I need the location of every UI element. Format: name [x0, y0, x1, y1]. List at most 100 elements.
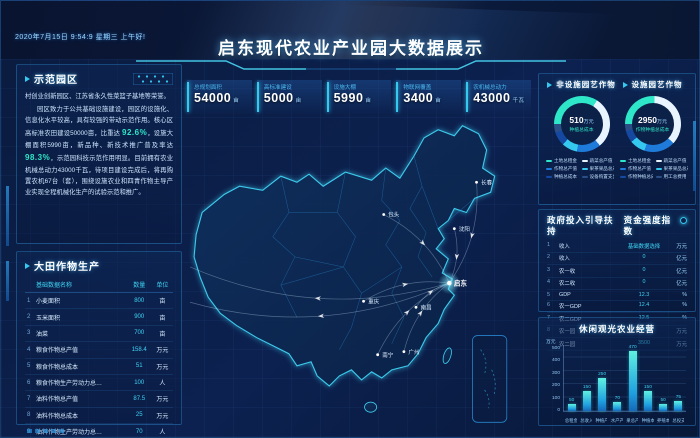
table-cell: 100	[126, 374, 152, 392]
table-cell: 万元	[151, 407, 173, 425]
government-title-line1: 政府投入引导扶持	[547, 215, 614, 237]
legend-swatch	[546, 167, 552, 171]
nonfacility-title: 非设施园艺作物	[556, 80, 616, 89]
panel-leisure: 休闲观光农业经营 万元 0 100 200 300 400 500 50 150 250 70 4…	[538, 317, 696, 426]
legend-item: 蔬菜总产值	[581, 158, 615, 164]
legend-swatch	[620, 175, 626, 179]
legend-item: 作物种植总成本	[620, 174, 653, 180]
legend-item: 果茶果品总产值	[655, 166, 689, 172]
bar-column: 75	[674, 345, 683, 411]
donut-titles-row: 非设施园艺作物 设施园艺作物	[546, 79, 688, 90]
bar-value-label: 150	[643, 385, 652, 391]
bar-value-label: 250	[598, 372, 607, 377]
legend-item: 作物总产值	[620, 166, 653, 172]
legend-swatch	[620, 159, 626, 163]
city-label: 南宁	[382, 351, 394, 359]
stat-card-1: 高标准建设 5000 亩	[256, 80, 322, 114]
panel-horticulture: 非设施园艺作物 设施园艺作物 510万元 种植总成本 2950万元	[538, 73, 696, 205]
facility-donut-chart: 2950万元 作物种植总成本	[624, 96, 681, 152]
stat-unit: 亩	[233, 98, 240, 104]
legend-swatch	[546, 175, 552, 179]
table-cell: 87.5	[126, 390, 152, 408]
table-cell: 158.4	[126, 341, 152, 359]
table-cell: 51	[126, 358, 152, 375]
demo-park-paragraph-2: 园区致力于公共基础设施建设，园区的设施化、信息化水平较高，具有较强的带动示范作用…	[25, 104, 173, 198]
col-name: 基础数据名称	[34, 277, 127, 293]
city-marker: 重庆	[362, 297, 380, 305]
city-marker: 长春	[475, 178, 493, 186]
legend-swatch	[581, 159, 588, 163]
plane-icon	[317, 313, 325, 319]
bar	[628, 351, 637, 411]
stat-value: 5000 亩	[263, 91, 302, 105]
legend-label: 果茶果品总产值	[663, 166, 689, 171]
stat-value: 3400 亩	[403, 91, 442, 105]
legend-item: 设备购置支出	[581, 174, 614, 180]
datetime-text: 2020年7月15日 9:54:9 星期三 上午好!	[15, 34, 146, 41]
table-row: 7 油料作物总产值 87.5 万元	[25, 390, 173, 408]
province-borders	[272, 155, 475, 350]
hainan-island	[364, 401, 378, 413]
col-qty: 数量	[126, 277, 152, 293]
x-tick-label: 总收入	[580, 418, 593, 423]
panel-tick-icon	[622, 81, 628, 88]
x-tick-label: 水产产	[610, 418, 623, 423]
legend-swatch	[655, 167, 662, 171]
city-label: 启东	[454, 278, 468, 287]
legend-item: 种植总成本	[546, 174, 579, 180]
table-cell: %	[682, 302, 687, 309]
table-cell: 万元	[151, 390, 173, 408]
facility-title-row: 设施园艺作物	[617, 79, 688, 90]
bar-value-label: 470	[628, 345, 637, 350]
table-cell: 12.3	[638, 291, 650, 298]
demo-park-text-b: ，设施大棚面积5990亩，新品种、新技术推广普及率达	[25, 130, 173, 150]
stat-unit: 亩	[295, 98, 302, 104]
plane-icon	[314, 296, 321, 301]
nonfacility-donut-chart: 510万元 种植总成本	[553, 96, 610, 152]
legend-swatch	[655, 159, 662, 163]
donut-center: 510万元 种植总成本	[560, 103, 603, 145]
legend-item: 土地总租金	[546, 158, 579, 164]
city-label: 包头	[388, 211, 400, 219]
bar-plot-area: 50 150 250 70 470 150 50 75	[563, 345, 686, 412]
table-cell: 粮食作物总成本	[34, 358, 127, 375]
south-china-sea-inset	[472, 335, 508, 423]
city-dot	[447, 280, 452, 286]
table-cell: 玉米面积	[34, 308, 127, 326]
city-label: 重庆	[368, 297, 380, 305]
stat-unit: 亩	[365, 98, 372, 104]
bar	[598, 378, 607, 411]
table-cell: 6	[25, 374, 34, 392]
donut-center: 2950万元 作物种植总成本	[631, 103, 674, 145]
table-row: 3 油菜 700 亩	[25, 325, 173, 343]
table-cell: 2	[25, 308, 34, 326]
stat-card-0: 总规划面积 54000 亩	[187, 80, 252, 114]
x-tick-label: 总投支	[672, 418, 685, 423]
y-tick: 400	[551, 358, 560, 364]
demo-park-title-row: 示范园区	[25, 71, 173, 86]
city-marker: 沈阳	[452, 225, 471, 233]
table-cell: 12.4	[638, 302, 650, 309]
stat-unit: 千瓦	[512, 98, 525, 104]
plane-icon	[470, 232, 475, 239]
facility-donut-wrap: 2950万元 作物种植总成本	[617, 96, 688, 152]
y-tick: 200	[551, 383, 560, 389]
stats-row: 总规划面积 54000 亩高标准建设 5000 亩设施大棚 5990 亩物联网覆盖 3400 亩…	[187, 80, 531, 114]
table-cell: 0	[642, 266, 646, 273]
table-cell: 油料作物生产劳动力总…	[34, 423, 127, 437]
table-cell: 农二收	[559, 281, 576, 288]
x-tick-label: 养殖本	[656, 418, 669, 423]
stat-card-2: 设施大棚 5990 亩	[326, 80, 392, 114]
city-label: 沈阳	[459, 225, 471, 233]
legend-swatch	[546, 159, 552, 163]
table-cell: 人	[151, 374, 173, 392]
bar-value-label: 75	[675, 395, 682, 401]
bar-column: 150	[643, 345, 652, 411]
table-cell: 粮食作物总产值	[34, 341, 127, 359]
bar-column: 470	[628, 345, 637, 411]
table-cell: 亩	[151, 325, 173, 343]
legend-label: 蔬菜总产值	[663, 158, 687, 163]
table-row: 2 收入 0 亿元	[547, 253, 687, 266]
table-cell: GDP	[559, 291, 571, 298]
